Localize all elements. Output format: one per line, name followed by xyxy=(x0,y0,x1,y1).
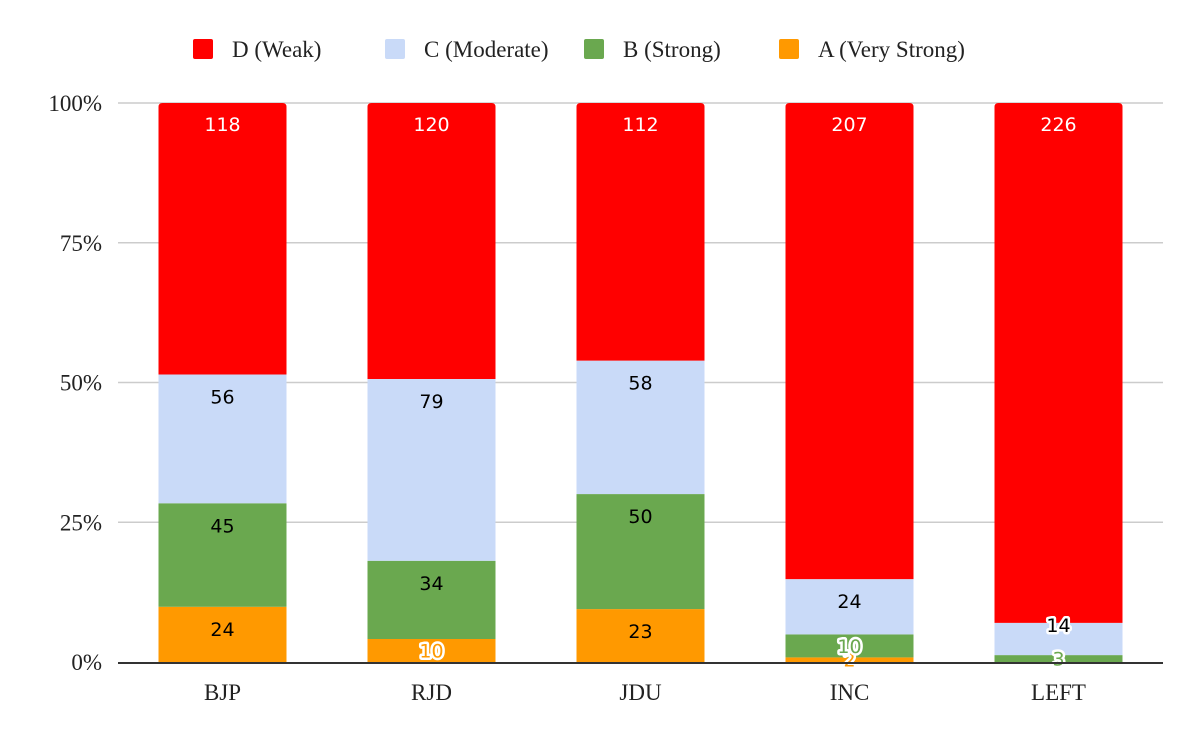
y-tick-label: 100% xyxy=(48,91,102,116)
bar-segment xyxy=(158,103,287,375)
bar-segment xyxy=(785,103,914,580)
x-category-label: RJD xyxy=(411,680,452,705)
y-tick-label: 75% xyxy=(60,231,102,256)
data-label: 45 xyxy=(210,515,234,537)
bar-segment xyxy=(367,379,496,561)
data-label: 34 xyxy=(419,573,443,595)
x-category-label: INC xyxy=(830,680,870,705)
bar-segment xyxy=(785,579,914,635)
legend: D (Weak) C (Moderate) B (Strong) A (Very St… xyxy=(193,37,965,62)
y-tick-label: 25% xyxy=(60,510,102,535)
bar-segment xyxy=(158,374,287,504)
data-label-halo: 14 xyxy=(1046,615,1070,637)
data-label: 112 xyxy=(622,114,658,136)
data-labels: 2445561181010347912023505811222101024207… xyxy=(204,114,1076,674)
data-label: 14 xyxy=(1046,615,1070,637)
x-category-label: LEFT xyxy=(1031,680,1086,705)
data-label: 23 xyxy=(628,621,652,643)
x-category-label: JDU xyxy=(619,680,662,705)
bar-segment xyxy=(576,103,705,361)
data-label: 10 xyxy=(837,636,861,658)
legend-label: D (Weak) xyxy=(232,37,321,62)
data-label: 24 xyxy=(210,619,234,641)
bar-segment xyxy=(994,622,1123,656)
legend-swatch xyxy=(385,39,405,59)
bar-segment xyxy=(994,655,1123,662)
data-label: 24 xyxy=(837,591,861,613)
data-label-halo: 10 xyxy=(837,636,861,658)
legend-label: A (Very Strong) xyxy=(818,37,965,62)
x-category-label: BJP xyxy=(204,680,241,705)
bar-segment xyxy=(785,657,914,662)
bar-segment xyxy=(785,634,914,658)
data-label: 50 xyxy=(628,506,652,528)
legend-label: B (Strong) xyxy=(623,37,721,62)
data-label: 226 xyxy=(1040,114,1076,136)
data-label-halo: 2 xyxy=(843,650,855,672)
y-tick-label: 50% xyxy=(60,371,102,396)
bar-segment xyxy=(994,103,1123,623)
bar-segment xyxy=(367,638,496,662)
bar-segment xyxy=(576,360,705,495)
bar-segment xyxy=(158,606,287,662)
data-label-halo: 10 xyxy=(419,640,443,662)
y-axis: 0% 25% 50% 75% 100% xyxy=(48,91,102,675)
legend-label: C (Moderate) xyxy=(424,37,549,62)
x-axis: BJP RJD JDU INC LEFT xyxy=(204,680,1086,705)
y-tick-label: 0% xyxy=(71,650,102,675)
data-label: 56 xyxy=(210,386,234,408)
data-label-halo: 3 xyxy=(1052,649,1064,671)
data-label: 3 xyxy=(1052,649,1064,671)
data-label: 79 xyxy=(419,391,443,413)
data-label: 120 xyxy=(413,114,449,136)
legend-swatch xyxy=(193,39,213,59)
bar-segment xyxy=(576,494,705,610)
bar-segment xyxy=(367,560,496,639)
legend-swatch xyxy=(779,39,799,59)
bar-segment xyxy=(576,609,705,662)
bars xyxy=(158,103,1123,662)
data-label: 207 xyxy=(831,114,867,136)
legend-swatch xyxy=(584,39,604,59)
bar-segment xyxy=(367,103,496,380)
data-label: 10 xyxy=(419,640,443,662)
data-label: 118 xyxy=(204,114,240,136)
bar-segment xyxy=(158,503,287,607)
data-label: 2 xyxy=(843,650,855,672)
data-label: 58 xyxy=(628,373,652,395)
